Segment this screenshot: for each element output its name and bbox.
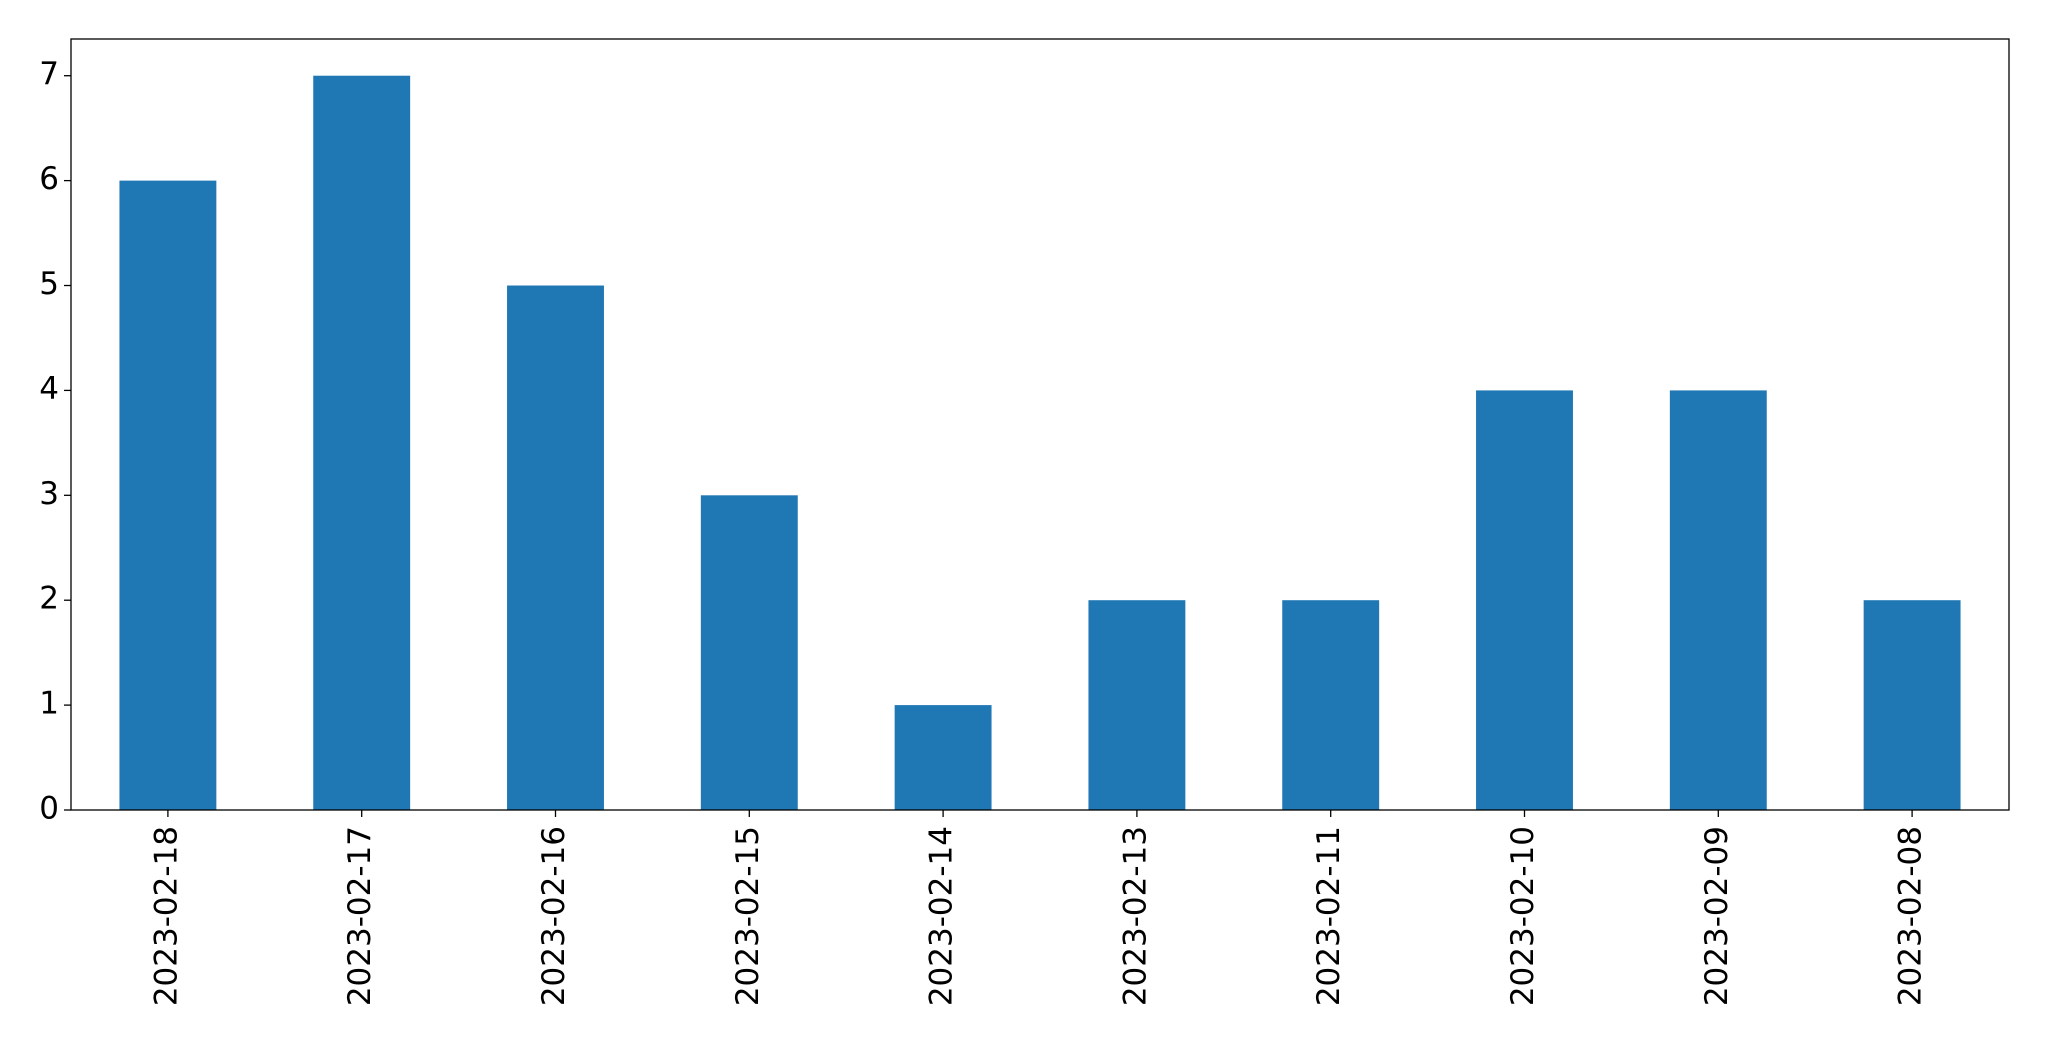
x-tick-label: 2023-02-08: [1893, 826, 1929, 1006]
y-tick-label: 5: [39, 266, 59, 302]
bar: [1282, 600, 1380, 810]
y-tick-label: 7: [39, 56, 59, 92]
bar: [507, 285, 604, 810]
y-tick-label: 4: [39, 371, 59, 407]
bar: [1669, 390, 1767, 810]
y-tick-label: 3: [39, 476, 59, 512]
bar: [700, 495, 798, 810]
x-tick-label: 2023-02-15: [730, 826, 766, 1006]
bar: [1476, 390, 1573, 810]
bar: [313, 75, 411, 810]
y-tick-label: 6: [39, 161, 59, 197]
y-tick-label: 2: [39, 581, 59, 617]
y-tick-label: 0: [39, 791, 59, 827]
bar: [1863, 600, 1961, 810]
plot-frame: [70, 38, 2010, 811]
x-tick-label: 2023-02-18: [148, 826, 184, 1006]
x-tick-label: 2023-02-11: [1311, 826, 1347, 1006]
x-tick-label: 2023-02-10: [1505, 826, 1541, 1006]
bar: [1088, 600, 1186, 810]
bar: [119, 180, 217, 810]
x-tick-label: 2023-02-14: [924, 826, 960, 1006]
x-tick-label: 2023-02-09: [1699, 826, 1735, 1006]
bar: [894, 705, 992, 810]
x-tick-label: 2023-02-16: [536, 826, 572, 1006]
x-tick-label: 2023-02-13: [1117, 826, 1153, 1006]
y-tick-label: 1: [39, 686, 59, 722]
x-tick-label: 2023-02-17: [342, 826, 378, 1006]
